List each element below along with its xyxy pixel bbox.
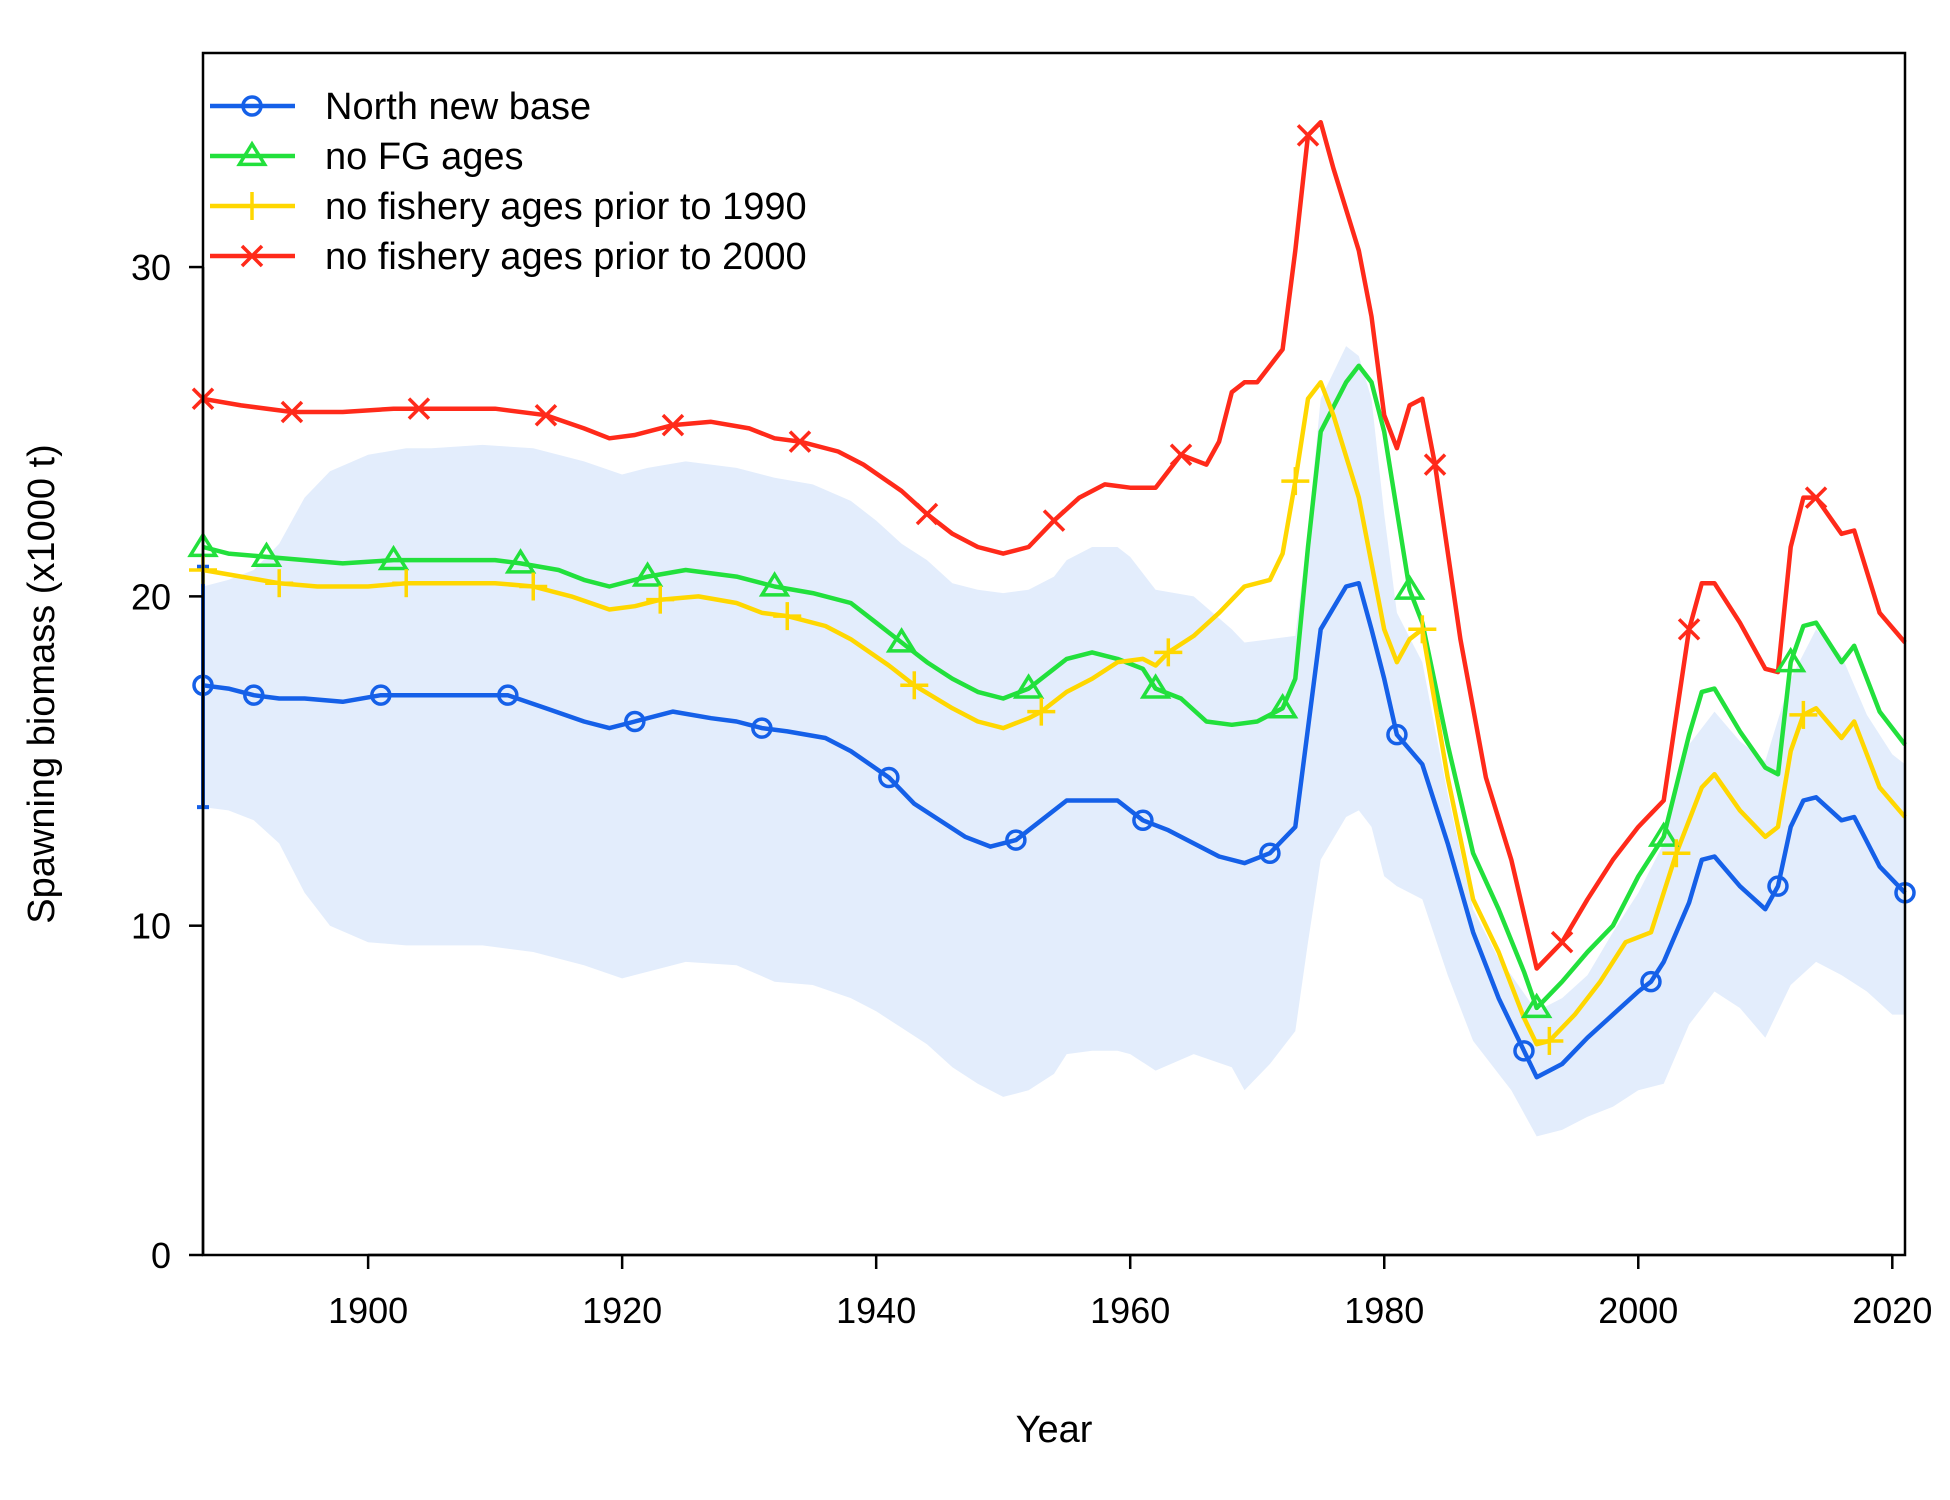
data-point-no-fg-ages [1393,574,1426,600]
series-line-north-new-base [202,580,1907,1080]
y-axis: 0 10 20 30 [131,247,205,1276]
confidence-band [203,346,1905,1137]
legend-marker [241,95,263,117]
data-point-no-fg-ages [377,544,410,571]
data-point-no-fishery-ages-prior-to-2000 [788,430,812,453]
y-tick-label: 30 [131,247,171,288]
y-tick-label: 0 [151,1235,171,1276]
y-tick-label: 20 [131,576,171,617]
legend-item-no-fishery-ages-prior-to-2000: no fishery ages prior to 2000 [210,236,807,278]
data-point-no-fishery-ages-prior-to-2000 [1296,124,1320,147]
data-point-north-new-base [1767,875,1789,897]
data-point-no-fishery-ages-prior-to-2000 [661,413,685,437]
data-point-no-fg-ages [1012,673,1045,699]
data-point-no-fg-ages [885,627,918,653]
data-point-no-fishery-ages-prior-to-1990 [1281,467,1310,496]
data-point-no-fishery-ages-prior-to-1990 [646,585,675,614]
x-tick-label: 1920 [582,1290,662,1331]
data-point-no-fishery-ages-prior-to-2000 [407,397,431,420]
legend-marker [236,140,268,167]
data-point-no-fishery-ages-prior-to-1990 [519,572,548,601]
data-point-no-fishery-ages-prior-to-2000 [1550,930,1574,954]
data-point-no-fishery-ages-prior-to-1990 [773,602,802,631]
data-point-north-new-base [243,684,265,706]
y-axis-title: Spawning biomass (x1000 t) [21,444,63,923]
series-line-no-fishery-ages-prior-to-2000 [202,119,1907,971]
x-tick-label: 2000 [1598,1290,1678,1331]
legend-label: no fishery ages prior to 2000 [325,236,807,278]
data-point-no-fishery-ages-prior-to-2000 [280,400,304,424]
data-point-no-fishery-ages-prior-to-1990 [1535,1026,1564,1055]
legend-label: North new base [325,86,591,128]
x-axis: 1900 1920 1940 1960 1980 2000 2020 [328,1253,1932,1331]
data-point-north-new-base [624,710,646,733]
legend-label: no fishery ages prior to 1990 [325,186,807,228]
x-tick-label: 2020 [1852,1290,1932,1331]
data-point-no-fishery-ages-prior-to-2000 [1423,453,1447,476]
data-point-no-fishery-ages-prior-to-2000 [1042,509,1066,532]
marker-layer [187,124,1916,1062]
data-point-no-fishery-ages-prior-to-1990 [392,569,421,598]
data-point-no-fishery-ages-prior-to-1990 [1154,638,1183,667]
data-point-no-fishery-ages-prior-to-1990 [900,671,929,700]
legend: North new base no FG ages no fishery ages … [210,86,807,278]
data-point-no-fishery-ages-prior-to-2000 [1677,618,1701,641]
series-layer [202,119,1907,1080]
data-point-no-fishery-ages-prior-to-2000 [1169,443,1193,467]
data-point-no-fishery-ages-prior-to-1990 [1789,700,1818,729]
data-point-no-fg-ages [1520,992,1553,1019]
data-point-no-fg-ages [631,561,664,587]
data-point-no-fg-ages [1774,646,1807,673]
x-tick-label: 1980 [1344,1290,1424,1331]
x-tick-label: 1940 [836,1290,916,1331]
data-point-north-new-base [1132,809,1154,832]
legend-item-no-fg-ages: no FG ages [210,136,524,178]
x-tick-label: 1900 [328,1290,408,1331]
y-tick-label: 10 [131,906,171,947]
data-point-no-fg-ages [1266,693,1299,719]
data-point-north-new-base [370,684,392,706]
confidence-band-layer [203,346,1905,1137]
series-line-no-fg-ages [202,363,1907,1011]
legend-item-north-new-base: North new base [210,86,591,128]
data-point-north-new-base [497,684,519,706]
data-point-north-new-base [1386,723,1408,746]
series-line-no-fishery-ages-prior-to-1990 [202,380,1907,1047]
data-point-no-fishery-ages-prior-to-1990 [265,569,294,598]
data-point-no-fishery-ages-prior-to-1990 [1027,697,1056,726]
data-point-north-new-base [1513,1040,1535,1062]
data-point-no-fg-ages [504,548,537,574]
data-point-no-fishery-ages-prior-to-1990 [1662,839,1691,868]
data-point-no-fg-ages [250,541,283,568]
data-point-no-fishery-ages-prior-to-2000 [915,502,939,526]
legend-item-no-fishery-ages-prior-to-1990: no fishery ages prior to 1990 [210,186,807,228]
data-point-north-new-base [751,717,773,739]
x-axis-title: Year [1016,1409,1093,1451]
data-point-north-new-base [878,766,900,789]
data-point-no-fg-ages [1139,673,1172,699]
data-point-no-fg-ages [758,571,791,597]
data-point-no-fishery-ages-prior-to-2000 [1804,486,1828,509]
data-point-no-fg-ages [1647,821,1680,847]
legend-marker [238,192,266,220]
data-point-no-fishery-ages-prior-to-1990 [1408,615,1437,644]
data-point-no-fishery-ages-prior-to-2000 [534,404,558,427]
data-point-north-new-base [1640,970,1662,993]
legend-marker [240,244,264,268]
data-point-north-new-base [1005,829,1027,851]
data-point-north-new-base [1259,842,1281,864]
x-tick-label: 1960 [1090,1290,1170,1331]
legend-label: no FG ages [325,136,524,178]
